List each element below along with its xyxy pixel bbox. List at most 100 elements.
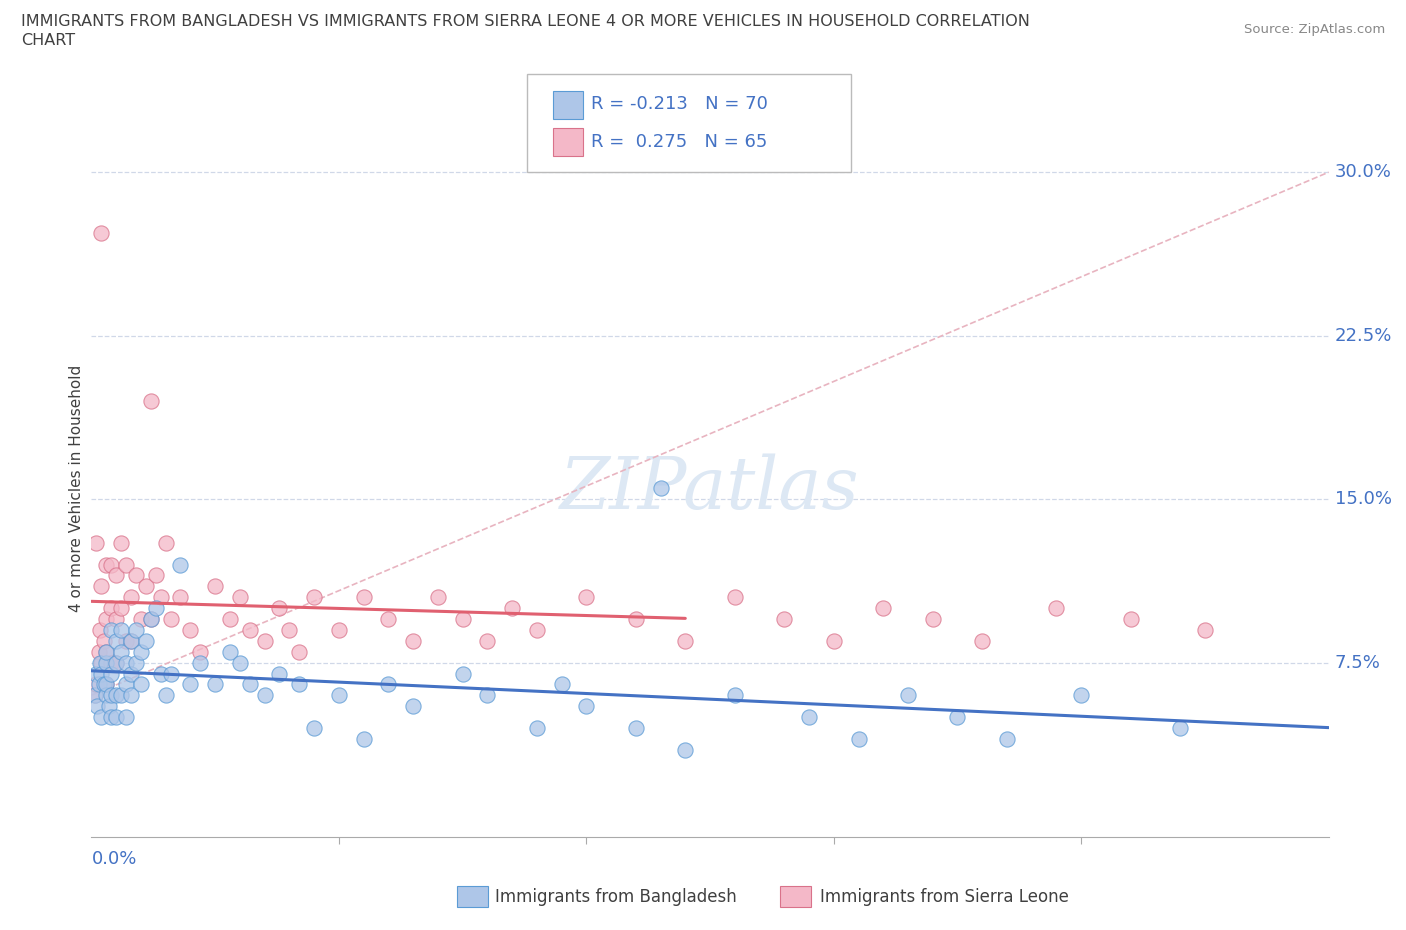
Point — [204, 677, 226, 692]
Point — [526, 622, 548, 637]
Point — [120, 633, 142, 648]
Point — [302, 721, 325, 736]
Point — [179, 622, 201, 637]
Point — [229, 655, 252, 670]
Point — [575, 590, 598, 604]
Point — [353, 590, 375, 604]
Point — [110, 622, 132, 637]
Point — [100, 688, 122, 703]
Point — [328, 622, 350, 637]
Point — [451, 666, 474, 681]
Point — [328, 688, 350, 703]
Point — [105, 710, 128, 724]
Point — [105, 655, 128, 670]
Point — [84, 688, 107, 703]
Point — [105, 633, 128, 648]
Point — [96, 644, 118, 659]
Point — [139, 612, 162, 627]
Text: Source: ZipAtlas.com: Source: ZipAtlas.com — [1244, 23, 1385, 36]
Text: IMMIGRANTS FROM BANGLADESH VS IMMIGRANTS FROM SIERRA LEONE 4 OR MORE VEHICLES IN: IMMIGRANTS FROM BANGLADESH VS IMMIGRANTS… — [21, 14, 1031, 29]
Point — [125, 622, 148, 637]
Text: 0.0%: 0.0% — [91, 850, 136, 868]
Point — [90, 666, 112, 681]
Point — [115, 655, 138, 670]
Point — [451, 612, 474, 627]
Point — [89, 622, 111, 637]
Point — [100, 557, 122, 572]
Point — [120, 590, 142, 604]
Point — [96, 644, 118, 659]
Point — [1070, 688, 1092, 703]
Point — [773, 612, 796, 627]
Text: 15.0%: 15.0% — [1334, 490, 1392, 508]
Point — [89, 655, 111, 670]
Point — [135, 633, 157, 648]
Point — [1194, 622, 1216, 637]
Point — [96, 677, 118, 692]
Point — [120, 633, 142, 648]
Point — [526, 721, 548, 736]
Point — [897, 688, 920, 703]
Point — [87, 644, 110, 659]
Point — [673, 742, 696, 757]
Point — [169, 590, 191, 604]
Point — [105, 568, 128, 583]
Text: ZIPatlas: ZIPatlas — [560, 453, 860, 524]
Point — [673, 633, 696, 648]
Point — [253, 688, 276, 703]
Point — [120, 688, 142, 703]
Point — [377, 677, 399, 692]
Text: 7.5%: 7.5% — [1334, 654, 1381, 671]
Point — [87, 677, 110, 692]
Point — [145, 568, 167, 583]
Point — [402, 698, 425, 713]
Point — [145, 601, 167, 616]
Point — [115, 710, 138, 724]
Text: 22.5%: 22.5% — [1334, 326, 1392, 345]
Text: CHART: CHART — [21, 33, 75, 47]
Point — [550, 677, 572, 692]
Point — [135, 578, 157, 593]
Point — [105, 612, 128, 627]
Point — [219, 644, 242, 659]
Point — [100, 666, 122, 681]
Point — [96, 612, 118, 627]
Y-axis label: 4 or more Vehicles in Household: 4 or more Vehicles in Household — [69, 365, 84, 612]
Point — [239, 677, 262, 692]
Point — [86, 677, 108, 692]
Point — [872, 601, 894, 616]
Point — [86, 698, 108, 713]
Point — [188, 644, 211, 659]
Point — [84, 688, 107, 703]
Point — [90, 226, 112, 241]
Point — [253, 633, 276, 648]
Point — [90, 655, 112, 670]
Point — [624, 721, 647, 736]
Text: R = -0.213   N = 70: R = -0.213 N = 70 — [591, 95, 768, 113]
Text: Immigrants from Sierra Leone: Immigrants from Sierra Leone — [820, 887, 1069, 906]
Point — [477, 633, 499, 648]
Point — [86, 536, 108, 551]
Text: 30.0%: 30.0% — [1334, 163, 1392, 181]
Point — [848, 732, 870, 747]
Point — [96, 557, 118, 572]
Point — [302, 590, 325, 604]
Point — [105, 655, 128, 670]
Point — [110, 601, 132, 616]
Point — [477, 688, 499, 703]
Point — [624, 612, 647, 627]
Point — [650, 481, 672, 496]
Point — [402, 633, 425, 648]
Point — [110, 688, 132, 703]
Point — [100, 622, 122, 637]
Point — [129, 612, 152, 627]
Point — [139, 393, 162, 408]
Point — [96, 688, 118, 703]
Point — [1119, 612, 1142, 627]
Point — [93, 677, 115, 692]
Point — [204, 578, 226, 593]
Point — [797, 710, 820, 724]
Point — [946, 710, 969, 724]
Point — [129, 644, 152, 659]
Point — [188, 655, 211, 670]
